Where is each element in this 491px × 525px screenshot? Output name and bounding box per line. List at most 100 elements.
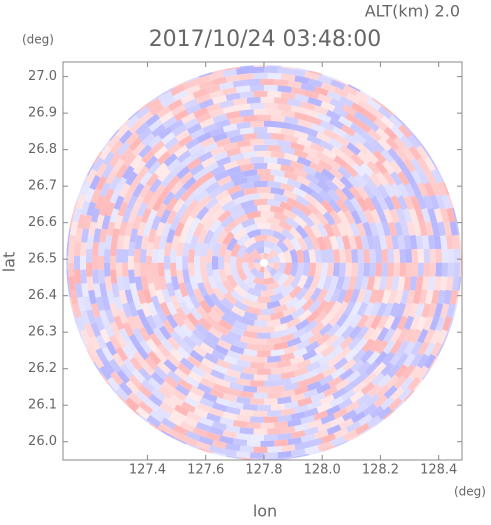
echo-cell <box>304 445 320 455</box>
echo-cell <box>335 275 345 291</box>
echo-cell <box>217 256 225 270</box>
echo-cell <box>161 380 176 394</box>
echo-cell <box>377 105 393 120</box>
echo-cell <box>375 384 390 399</box>
echo-cell <box>196 206 210 221</box>
echo-cell <box>90 322 102 338</box>
echo-cell <box>138 183 151 199</box>
echo-cell <box>210 145 225 157</box>
echo-cell <box>264 252 269 260</box>
echo-cell <box>164 242 172 257</box>
echo-cell <box>453 248 460 263</box>
y-tick-label: 26.5 <box>28 252 57 267</box>
echo-cell <box>253 276 264 285</box>
echo-cell <box>106 289 116 305</box>
echo-cell <box>280 73 296 82</box>
echo-cell <box>267 262 274 268</box>
echo-cell <box>108 152 122 168</box>
echo-cell <box>306 310 321 324</box>
echo-cell <box>250 452 264 459</box>
echo-cell <box>293 366 309 377</box>
echo-cell <box>200 242 209 257</box>
echo-cell <box>290 411 306 421</box>
echo-cell <box>223 291 238 306</box>
echo-cell <box>362 371 378 386</box>
echo-cell <box>108 358 122 374</box>
echo-cell <box>229 344 245 355</box>
echo-cell <box>442 330 450 345</box>
echo-cell <box>310 275 321 290</box>
echo-cell <box>94 194 105 210</box>
echo-cell <box>336 288 348 304</box>
echo-cell <box>256 386 271 393</box>
echo-cell <box>443 289 452 305</box>
echo-cell <box>393 262 400 277</box>
echo-cell <box>76 324 83 338</box>
echo-cell <box>88 289 97 305</box>
echo-cell <box>66 241 70 256</box>
echo-cell <box>144 356 159 371</box>
echo-cell <box>236 268 248 282</box>
echo-cell <box>99 182 111 197</box>
echo-cell <box>283 325 298 336</box>
echo-cell <box>272 262 280 271</box>
echo-cell <box>233 284 247 298</box>
echo-cell <box>95 347 108 363</box>
echo-cell <box>75 283 84 298</box>
echo-cell <box>274 421 289 429</box>
echo-cell <box>68 248 75 263</box>
echo-cell <box>372 276 382 291</box>
echo-cell <box>236 279 250 293</box>
echo-cell <box>440 207 450 223</box>
echo-cell <box>175 204 188 219</box>
echo-cell <box>185 430 201 442</box>
echo-cell <box>202 123 218 134</box>
echo-cell <box>339 175 354 190</box>
echo-cell <box>383 126 398 141</box>
echo-cell <box>253 410 268 417</box>
echo-cell <box>250 416 264 423</box>
echo-cell <box>170 429 185 442</box>
echo-cell <box>423 341 436 357</box>
echo-cell <box>423 262 430 277</box>
echo-cell <box>403 390 415 402</box>
echo-cell <box>186 410 202 423</box>
echo-cell <box>172 312 185 328</box>
echo-cell <box>267 198 282 207</box>
echo-cell <box>197 131 212 143</box>
echo-cell <box>393 114 405 126</box>
echo-cell <box>425 221 434 236</box>
echo-cell <box>360 426 373 436</box>
echo-cell <box>408 365 422 381</box>
echo-cell <box>336 312 349 328</box>
echo-cell <box>346 92 361 105</box>
echo-cell <box>192 427 208 438</box>
echo-cell <box>139 339 153 355</box>
echo-cell <box>209 126 225 138</box>
echo-cell <box>151 388 166 402</box>
echo-cell <box>300 101 316 111</box>
echo-cell <box>246 78 261 86</box>
echo-cell <box>183 318 197 333</box>
echo-cell <box>449 221 458 236</box>
echo-cell <box>435 194 446 210</box>
echo-cell <box>141 132 156 147</box>
echo-cell <box>390 171 403 186</box>
echo-cell <box>244 223 259 234</box>
echo-cell <box>145 113 160 127</box>
echo-cell <box>423 168 436 184</box>
echo-cell <box>412 289 422 305</box>
echo-cell <box>267 446 282 453</box>
echo-cell <box>310 224 322 239</box>
echo-cell <box>253 198 268 206</box>
echo-cell <box>439 276 448 291</box>
echo-cell <box>143 221 153 237</box>
echo-cell <box>279 314 294 325</box>
echo-cell <box>95 334 108 350</box>
echo-cell <box>193 255 201 270</box>
echo-cell <box>316 402 332 414</box>
echo-cell <box>134 234 143 250</box>
echo-cell <box>383 195 396 211</box>
echo-cell <box>260 78 275 86</box>
echo-cell <box>173 109 189 122</box>
